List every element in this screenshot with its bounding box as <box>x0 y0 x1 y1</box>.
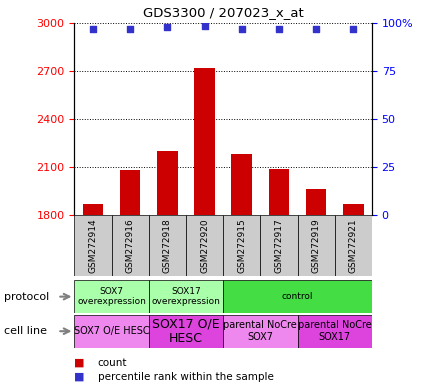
Text: parental NoCre
SOX7: parental NoCre SOX7 <box>224 320 297 342</box>
Bar <box>186 215 223 276</box>
Bar <box>74 280 149 313</box>
Point <box>275 26 282 32</box>
Text: GSM272920: GSM272920 <box>200 218 209 273</box>
Bar <box>260 215 298 276</box>
Bar <box>223 280 372 313</box>
Point <box>313 26 320 32</box>
Text: protocol: protocol <box>4 291 49 302</box>
Bar <box>149 315 223 348</box>
Text: ■: ■ <box>74 372 88 382</box>
Text: percentile rank within the sample: percentile rank within the sample <box>98 372 274 382</box>
Bar <box>298 215 335 276</box>
Text: parental NoCre
SOX17: parental NoCre SOX17 <box>298 320 371 342</box>
Text: SOX7 O/E HESC: SOX7 O/E HESC <box>74 326 149 336</box>
Bar <box>343 204 363 215</box>
Point <box>164 24 171 30</box>
Bar <box>157 151 178 215</box>
Bar <box>223 315 298 348</box>
Point <box>90 26 96 32</box>
Text: GSM272916: GSM272916 <box>126 218 135 273</box>
Bar <box>298 315 372 348</box>
Bar <box>269 169 289 215</box>
Text: GSM272917: GSM272917 <box>275 218 283 273</box>
Bar <box>111 215 149 276</box>
Point <box>238 26 245 32</box>
Bar <box>120 170 140 215</box>
Text: control: control <box>282 292 313 301</box>
Bar <box>335 215 372 276</box>
Title: GDS3300 / 207023_x_at: GDS3300 / 207023_x_at <box>143 6 303 19</box>
Text: GSM272921: GSM272921 <box>349 218 358 273</box>
Bar <box>306 189 326 215</box>
Text: SOX17 O/E
HESC: SOX17 O/E HESC <box>152 317 220 345</box>
Bar <box>149 215 186 276</box>
Bar <box>194 68 215 215</box>
Point <box>201 23 208 29</box>
Bar <box>74 315 149 348</box>
Bar <box>232 154 252 215</box>
Bar <box>149 280 223 313</box>
Text: GSM272914: GSM272914 <box>88 218 97 273</box>
Text: cell line: cell line <box>4 326 47 336</box>
Text: SOX7
overexpression: SOX7 overexpression <box>77 287 146 306</box>
Text: GSM272915: GSM272915 <box>237 218 246 273</box>
Text: GSM272918: GSM272918 <box>163 218 172 273</box>
Text: ■: ■ <box>74 358 88 368</box>
Text: count: count <box>98 358 127 368</box>
Text: SOX17
overexpression: SOX17 overexpression <box>151 287 221 306</box>
Point <box>127 26 133 32</box>
Bar <box>223 215 260 276</box>
Bar <box>74 215 111 276</box>
Point <box>350 26 357 32</box>
Bar <box>83 204 103 215</box>
Text: GSM272919: GSM272919 <box>312 218 320 273</box>
